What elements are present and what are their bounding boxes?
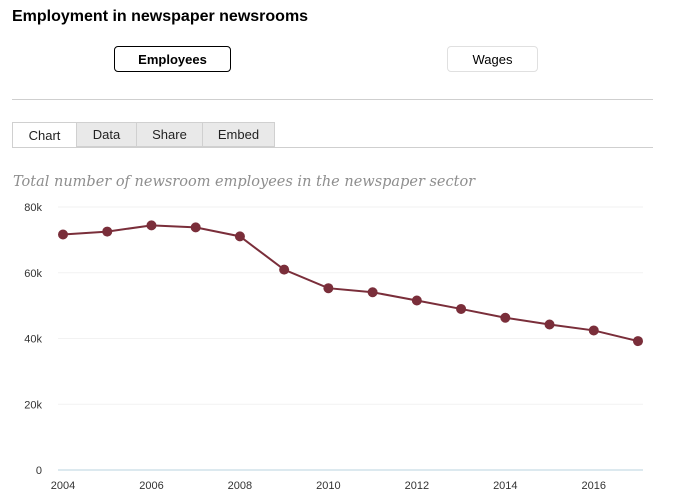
x-tick-label: 2016 bbox=[582, 480, 606, 492]
x-tick-label: 2004 bbox=[51, 480, 75, 492]
y-tick-label: 60k bbox=[24, 268, 42, 280]
data-point[interactable] bbox=[102, 226, 113, 237]
tab-chart[interactable]: Chart bbox=[12, 122, 77, 148]
data-point[interactable] bbox=[58, 229, 68, 240]
tab-embed[interactable]: Embed bbox=[202, 122, 275, 147]
data-point[interactable] bbox=[146, 220, 157, 231]
series-employees bbox=[58, 220, 643, 347]
line-chart: 0 20k 40k 60k 80k 2004 2006 2008 2010 2012 2014 201… bbox=[24, 202, 643, 492]
y-tick-label: 20k bbox=[24, 399, 42, 411]
tabs-divider bbox=[12, 147, 653, 148]
wages-toggle-button[interactable]: Wages bbox=[447, 46, 538, 72]
y-tick-label: 80k bbox=[24, 202, 42, 214]
data-point[interactable] bbox=[500, 312, 511, 323]
grid-lines bbox=[58, 206, 643, 405]
employees-toggle-button[interactable]: Employees bbox=[114, 46, 231, 72]
data-point[interactable] bbox=[234, 231, 245, 242]
series-line bbox=[62, 224, 639, 343]
tab-share[interactable]: Share bbox=[136, 122, 203, 147]
x-tick-label: 2012 bbox=[405, 480, 429, 492]
x-tick-label: 2014 bbox=[493, 480, 517, 492]
data-point[interactable] bbox=[279, 264, 290, 275]
x-tick-label: 2010 bbox=[316, 480, 340, 492]
data-point[interactable] bbox=[367, 287, 378, 298]
chart-subtitle: Total number of newsroom employees in th… bbox=[13, 174, 476, 190]
y-tick-label: 0 bbox=[36, 465, 42, 477]
top-divider bbox=[12, 99, 653, 100]
view-tabs: Chart Data Share Embed bbox=[12, 122, 275, 148]
data-point[interactable] bbox=[190, 222, 201, 233]
tab-data[interactable]: Data bbox=[76, 122, 137, 147]
data-point[interactable] bbox=[456, 303, 467, 314]
data-point[interactable] bbox=[323, 283, 334, 294]
data-point[interactable] bbox=[544, 319, 555, 330]
y-tick-label: 40k bbox=[24, 334, 42, 346]
data-point[interactable] bbox=[411, 295, 422, 306]
axes: 0 20k 40k 60k 80k 2004 2006 2008 2010 2012 2014 201… bbox=[24, 202, 643, 492]
data-point[interactable] bbox=[588, 325, 599, 336]
x-tick-label: 2008 bbox=[228, 480, 252, 492]
page-title: Employment in newspaper newsrooms bbox=[12, 8, 309, 25]
x-tick-label: 2006 bbox=[139, 480, 163, 492]
data-point[interactable] bbox=[633, 336, 643, 347]
